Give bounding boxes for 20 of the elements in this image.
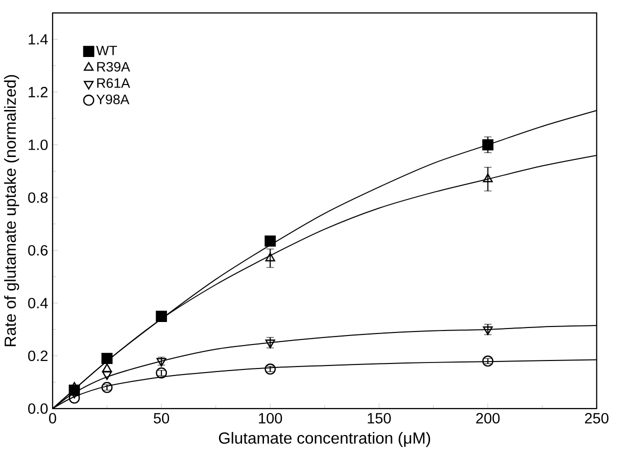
legend-label: WT <box>96 46 117 56</box>
y-tick-label: 0.8 <box>28 192 48 203</box>
x-tick-label: 200 <box>476 412 500 424</box>
x-tick-label: 50 <box>154 412 170 424</box>
x-tick-label: 100 <box>258 412 282 424</box>
x-tick-label: 250 <box>585 412 608 424</box>
x-axis-title: Glutamate concentration (μM) <box>218 432 430 447</box>
legend-label: R39A <box>97 62 130 72</box>
y-tick-label: 0.4 <box>28 298 48 308</box>
x-tick-label: 150 <box>368 412 391 424</box>
x-tick-label: 0 <box>49 412 56 424</box>
y-tick-label: 0.0 <box>28 403 48 414</box>
y-axis-title: Rate of glutamate uptake (normalized) <box>4 75 20 346</box>
y-tick-label: 0.6 <box>28 245 48 256</box>
y-tick-label: 1.0 <box>28 140 48 150</box>
legend-label: Y98A <box>96 94 130 104</box>
y-tick-label: 1.4 <box>28 34 48 44</box>
y-tick-label: 0.2 <box>28 350 48 362</box>
legend-label: R61A <box>97 78 130 88</box>
y-tick-label: 1.2 <box>28 86 48 98</box>
